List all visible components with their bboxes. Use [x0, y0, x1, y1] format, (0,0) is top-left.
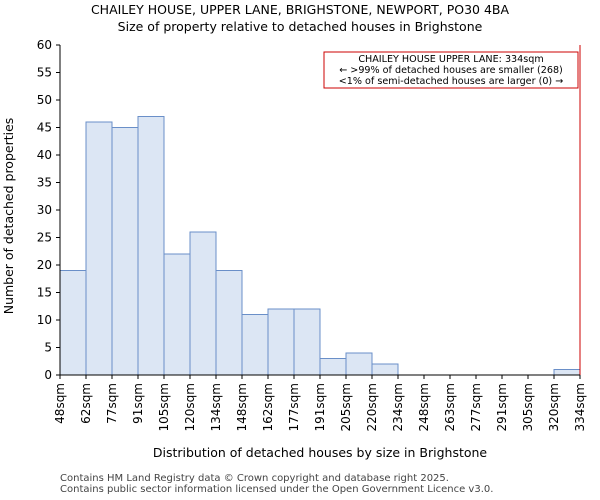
annotation-line-2: ← >99% of detached houses are smaller (2… [339, 65, 563, 76]
x-tick-label: 305sqm [521, 383, 535, 431]
histogram-chart: CHAILEY HOUSE, UPPER LANE, BRIGHSTONE, N… [1, 2, 587, 460]
annotation-line-1: CHAILEY HOUSE UPPER LANE: 334sqm [358, 54, 543, 65]
y-tick-label: 5 [44, 341, 52, 355]
x-axis: 48sqm 62sqm 77sqm 91sqm 105sqm 120sqm 134sqm 14… [53, 374, 587, 431]
annotation-box [323, 51, 579, 89]
y-tick-label: 45 [37, 121, 52, 135]
histogram-bar [163, 253, 191, 376]
x-tick-label: 220sqm [365, 383, 379, 431]
x-tick-label: 234sqm [391, 383, 405, 431]
footer-line-2: Contains public sector information licen… [60, 484, 494, 495]
histogram-bar [345, 352, 373, 376]
histogram-bar [371, 363, 399, 376]
chart-subtitle: Size of property relative to detached ho… [118, 19, 483, 34]
x-tick-label: 120sqm [183, 383, 197, 431]
chart-title: CHAILEY HOUSE, UPPER LANE, BRIGHSTONE, N… [91, 2, 510, 17]
x-tick-label: 48sqm [53, 383, 67, 424]
histogram-bar [267, 308, 295, 376]
y-tick-label: 20 [37, 258, 52, 272]
histogram-bar [293, 308, 321, 376]
y-tick-label: 25 [37, 231, 52, 245]
x-tick-label: 277sqm [469, 383, 483, 431]
x-tick-label: 77sqm [105, 383, 119, 424]
x-tick-label: 177sqm [287, 383, 301, 431]
y-tick-label: 50 [37, 93, 52, 107]
y-tick-label: 30 [37, 203, 52, 217]
x-tick-label: 191sqm [313, 383, 327, 431]
histogram-bar [241, 314, 269, 376]
histogram-bar [319, 358, 347, 376]
y-axis: 0 5 10 15 20 25 30 35 40 45 50 55 60 [37, 38, 61, 382]
y-axis-label: Number of detached properties [1, 118, 16, 315]
y-tick-label: 15 [37, 286, 52, 300]
bars-group [59, 116, 581, 376]
histogram-bar [189, 231, 217, 376]
x-tick-label: 334sqm [573, 383, 587, 431]
annotation-line-3: <1% of semi-detached houses are larger (… [339, 76, 564, 87]
histogram-bar [215, 270, 243, 376]
y-tick-label: 55 [37, 66, 52, 80]
x-tick-label: 91sqm [131, 383, 145, 424]
x-tick-label: 320sqm [547, 383, 561, 431]
histogram-bar [137, 116, 165, 376]
y-tick-label: 10 [37, 313, 52, 327]
x-tick-label: 162sqm [261, 383, 275, 431]
x-tick-label: 263sqm [443, 383, 457, 431]
x-tick-label: 148sqm [235, 383, 249, 431]
histogram-bar [85, 121, 113, 376]
y-tick-label: 0 [44, 368, 52, 382]
x-tick-label: 291sqm [495, 383, 509, 431]
x-tick-label: 205sqm [339, 383, 353, 431]
histogram-bar [553, 369, 581, 376]
histogram-bar [59, 270, 87, 376]
x-tick-label: 62sqm [79, 383, 93, 424]
y-tick-label: 60 [37, 38, 52, 52]
x-tick-label: 105sqm [157, 383, 171, 431]
x-tick-label: 134sqm [209, 383, 223, 431]
y-tick-label: 35 [37, 176, 52, 190]
x-tick-label: 248sqm [417, 383, 431, 431]
histogram-bar [111, 127, 139, 376]
y-tick-label: 40 [37, 148, 52, 162]
footer-line-1: Contains HM Land Registry data © Crown c… [60, 473, 449, 484]
x-axis-label: Distribution of detached houses by size … [153, 445, 488, 460]
